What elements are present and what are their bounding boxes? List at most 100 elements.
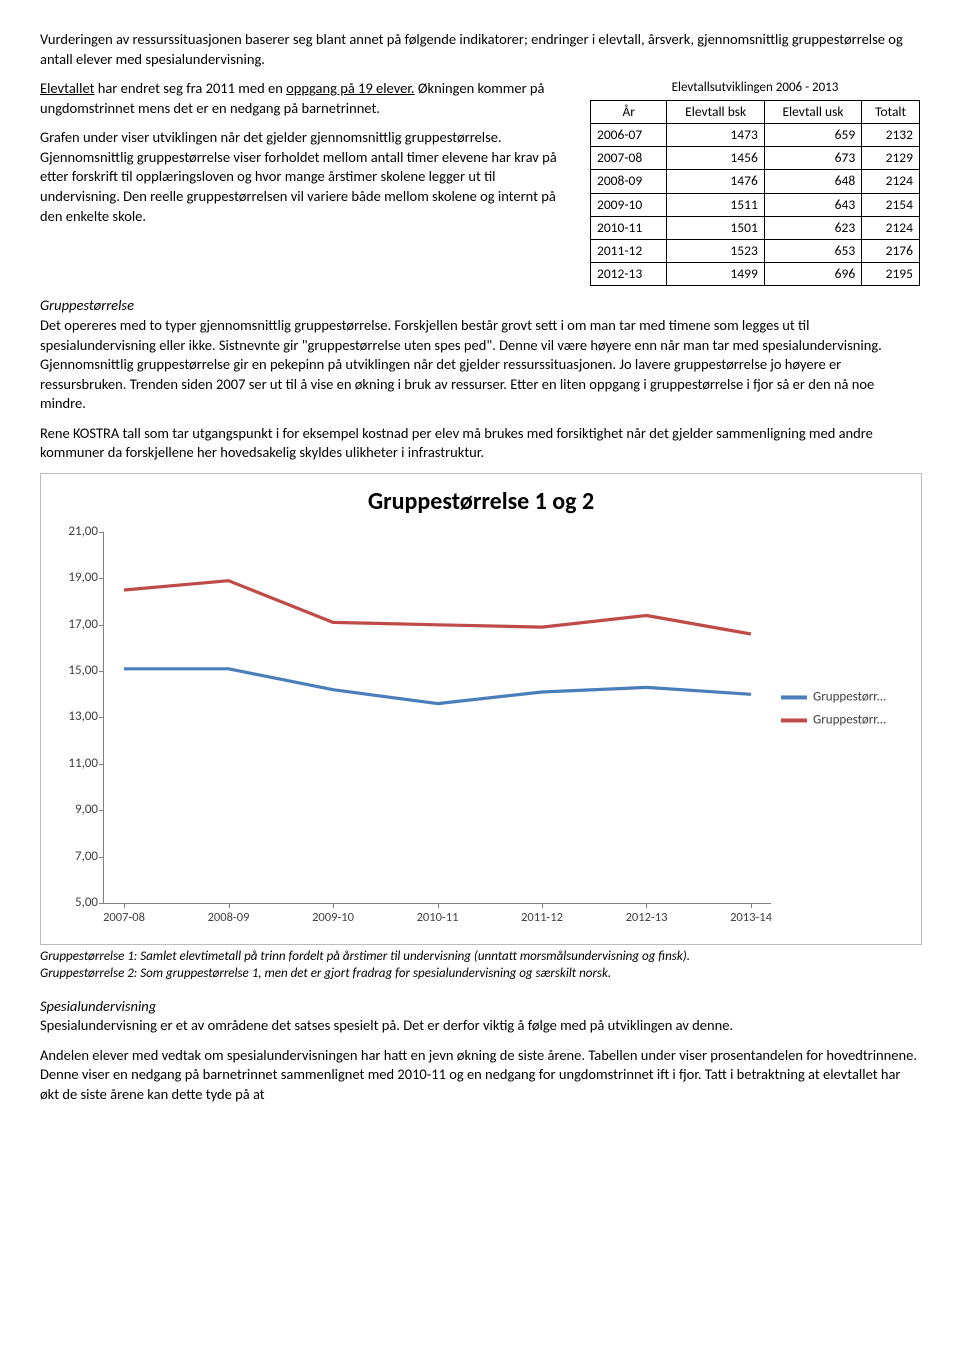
chart-caption-line1: Gruppestørrelse 1: Samlet elevtimetall p… — [40, 949, 690, 964]
chart-series-line — [124, 581, 751, 634]
table-cell: 2124 — [862, 216, 920, 239]
table-row: 2007-0814566732129 — [591, 147, 920, 170]
chart-x-tick — [438, 903, 439, 908]
chart-x-tick — [124, 903, 125, 908]
table-cell: 2006-07 — [591, 123, 667, 146]
table-cell: 1499 — [667, 263, 764, 286]
gruppe-heading: Gruppestørrelse — [40, 296, 920, 316]
gruppe-paragraph-2: Rene KOSTRA tall som tar utgangspunkt i … — [40, 424, 920, 463]
table-cell: 2176 — [862, 239, 920, 262]
elevtable-header: Elevtall usk — [764, 100, 861, 123]
legend-swatch-2 — [781, 719, 807, 723]
chart-y-label: 21,00 — [56, 523, 98, 541]
elevtall-row: Elevtallet har endret seg fra 2011 med e… — [40, 79, 920, 286]
elevtallet-label: Elevtallet — [40, 79, 94, 97]
legend-label-1: Gruppestørr... — [813, 688, 886, 706]
chart-caption-line2: Gruppestørrelse 2: Som gruppestørrelse 1… — [40, 966, 611, 981]
elevtable-header: Totalt — [862, 100, 920, 123]
intro-paragraph-2: Elevtallet har endret seg fra 2011 med e… — [40, 79, 570, 118]
table-cell: 673 — [764, 147, 861, 170]
table-cell: 2011-12 — [591, 239, 667, 262]
elevtable-header: År — [591, 100, 667, 123]
chart-lines-svg — [104, 532, 771, 903]
chart-x-label: 2008-09 — [208, 910, 250, 927]
intro-p2b: har endret seg fra 2011 med en — [94, 79, 286, 97]
chart-x-tick — [333, 903, 334, 908]
table-row: 2009-1015116432154 — [591, 193, 920, 216]
chart-y-label: 7,00 — [56, 848, 98, 866]
table-cell: 2012-13 — [591, 263, 667, 286]
elevtall-text-column: Elevtallet har endret seg fra 2011 med e… — [40, 79, 570, 286]
table-cell: 2195 — [862, 263, 920, 286]
table-cell: 2010-11 — [591, 216, 667, 239]
table-cell: 696 — [764, 263, 861, 286]
chart-y-label: 9,00 — [56, 801, 98, 819]
chart-x-label: 2010-11 — [417, 910, 459, 927]
chart-y-tick — [99, 903, 104, 904]
table-row: 2012-1314996962195 — [591, 263, 920, 286]
chart-x-tick — [229, 903, 230, 908]
table-row: 2006-0714736592132 — [591, 123, 920, 146]
chart-container: Gruppestørrelse 1 og 2 5,007,009,0011,00… — [40, 473, 922, 945]
chart-y-tick — [99, 764, 104, 765]
page: Vurderingen av ressurssituasjonen basere… — [0, 0, 960, 1135]
chart-x-label: 2009-10 — [312, 910, 354, 927]
chart-title: Gruppestørrelse 1 og 2 — [41, 474, 921, 522]
table-cell: 1523 — [667, 239, 764, 262]
chart-x-tick — [646, 903, 647, 908]
gruppe-paragraph-1: Det opereres med to typer gjennomsnittli… — [40, 316, 920, 414]
chart-y-tick — [99, 532, 104, 533]
legend-swatch-1 — [781, 695, 807, 699]
chart-y-label: 15,00 — [56, 662, 98, 680]
chart-y-tick — [99, 625, 104, 626]
spesial-paragraph-2: Andelen elever med vedtak om spesialunde… — [40, 1046, 920, 1105]
legend-item-2: Gruppestørr... — [781, 712, 911, 730]
chart-y-label: 13,00 — [56, 709, 98, 727]
table-cell: 648 — [764, 170, 861, 193]
chart-y-tick — [99, 810, 104, 811]
table-cell: 1501 — [667, 216, 764, 239]
legend-item-1: Gruppestørr... — [781, 688, 911, 706]
chart-x-label: 2007-08 — [103, 910, 145, 927]
table-cell: 623 — [764, 216, 861, 239]
elevtable-header: Elevtall bsk — [667, 100, 764, 123]
chart-plot-area: 5,007,009,0011,0013,0015,0017,0019,0021,… — [103, 532, 771, 904]
table-cell: 2009-10 — [591, 193, 667, 216]
table-cell: 1473 — [667, 123, 764, 146]
intro-paragraph-3: Grafen under viser utviklingen når det g… — [40, 128, 570, 226]
chart-y-tick — [99, 578, 104, 579]
chart-y-label: 17,00 — [56, 616, 98, 634]
elevtable-caption: Elevtallsutviklingen 2006 - 2013 — [590, 79, 920, 97]
chart-x-tick — [751, 903, 752, 908]
chart-x-label: 2012-13 — [626, 910, 668, 927]
chart-y-tick — [99, 671, 104, 672]
table-cell: 653 — [764, 239, 861, 262]
spesial-heading: Spesialundervisning — [40, 997, 920, 1017]
table-cell: 1511 — [667, 193, 764, 216]
oppgang-label: oppgang på 19 elever. — [286, 79, 415, 97]
chart-x-label: 2013-14 — [730, 910, 772, 927]
table-cell: 2008-09 — [591, 170, 667, 193]
table-row: 2010-1115016232124 — [591, 216, 920, 239]
legend-label-2: Gruppestørr... — [813, 712, 886, 730]
chart-x-tick — [542, 903, 543, 908]
table-cell: 2007-08 — [591, 147, 667, 170]
chart-caption: Gruppestørrelse 1: Samlet elevtimetall p… — [40, 949, 920, 983]
table-cell: 643 — [764, 193, 861, 216]
table-cell: 2129 — [862, 147, 920, 170]
table-cell: 1476 — [667, 170, 764, 193]
spesial-paragraph-1: Spesialundervisning er et av områdene de… — [40, 1016, 920, 1036]
chart-y-label: 11,00 — [56, 755, 98, 773]
chart-y-tick — [99, 717, 104, 718]
chart-legend: Gruppestørr... Gruppestørr... — [781, 682, 911, 735]
chart-y-tick — [99, 857, 104, 858]
elevtable: ÅrElevtall bskElevtall uskTotalt 2006-07… — [590, 100, 920, 287]
chart-y-label: 5,00 — [56, 894, 98, 912]
table-cell: 1456 — [667, 147, 764, 170]
chart-y-label: 19,00 — [56, 570, 98, 588]
table-cell: 2124 — [862, 170, 920, 193]
table-cell: 2154 — [862, 193, 920, 216]
table-row: 2011-1215236532176 — [591, 239, 920, 262]
table-cell: 2132 — [862, 123, 920, 146]
elevtable-column: Elevtallsutviklingen 2006 - 2013 ÅrElevt… — [590, 79, 920, 286]
